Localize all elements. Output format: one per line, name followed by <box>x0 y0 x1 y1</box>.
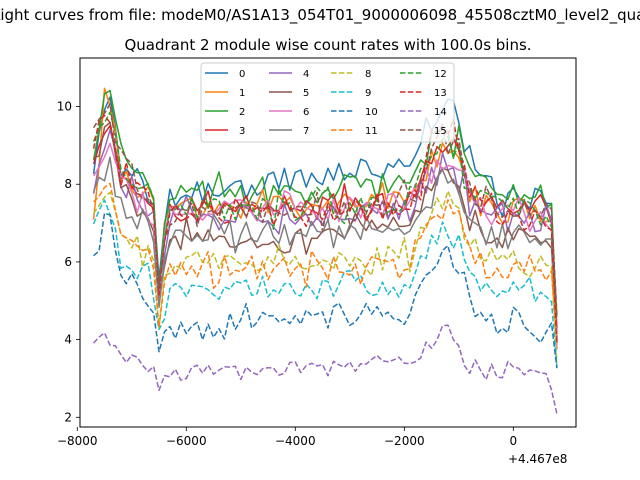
y-tick-label: 4 <box>64 333 72 347</box>
legend-box <box>200 62 455 143</box>
legend-label-7: 7 <box>303 126 309 137</box>
legend-label-1: 1 <box>239 88 245 99</box>
x-axis: −8000 −6000 −4000 −2000 0 <box>57 427 517 448</box>
series-line-9 <box>92 199 558 367</box>
y-tick-label: 6 <box>64 255 72 269</box>
figure-suptitle: Light curves from file: modeM0/AS1A13_05… <box>0 6 640 28</box>
legend-label-9: 9 <box>365 88 371 99</box>
series-line-7 <box>92 156 558 343</box>
series-line-5 <box>93 121 558 338</box>
series-line-13 <box>92 114 558 345</box>
y-tick-label: 8 <box>64 177 72 191</box>
legend-label-3: 3 <box>239 126 245 137</box>
legend-label-15: 15 <box>434 126 447 137</box>
y-axis: 2 4 6 8 10 <box>57 100 80 424</box>
series-line-15 <box>92 103 558 317</box>
legend-label-13: 13 <box>434 88 447 99</box>
legend-label-14: 14 <box>434 107 447 118</box>
suptitle-text: Light curves from file: modeM0/AS1A13_05… <box>0 6 640 24</box>
legend-label-0: 0 <box>239 69 245 80</box>
legend-label-11: 11 <box>365 126 378 137</box>
series-line-3 <box>92 125 558 328</box>
legend-label-8: 8 <box>365 69 371 80</box>
legend-label-6: 6 <box>303 107 309 118</box>
legend-label-12: 12 <box>434 69 447 80</box>
y-tick-label: 2 <box>64 410 72 424</box>
series-line-14 <box>93 324 558 414</box>
x-tick-label: −8000 <box>57 434 98 448</box>
plot-lines <box>92 87 558 414</box>
series-line-12 <box>92 111 558 317</box>
legend-label-4: 4 <box>303 69 309 80</box>
legend-label-2: 2 <box>239 107 245 118</box>
y-tick-label: 10 <box>57 100 72 114</box>
axes-frame <box>79 57 577 428</box>
x-offset-label: +4.467e8 <box>508 452 568 466</box>
x-tick-label: −2000 <box>384 434 425 448</box>
x-tick-label: −6000 <box>166 434 207 448</box>
x-tick-label: −4000 <box>275 434 316 448</box>
legend-label-5: 5 <box>303 88 309 99</box>
series-line-10 <box>93 212 558 369</box>
series-line-11 <box>93 182 558 344</box>
x-tick-label: 0 <box>509 434 517 448</box>
legend-label-10: 10 <box>365 107 378 118</box>
chart-title: Quadrant 2 module wise count rates with … <box>124 36 532 54</box>
